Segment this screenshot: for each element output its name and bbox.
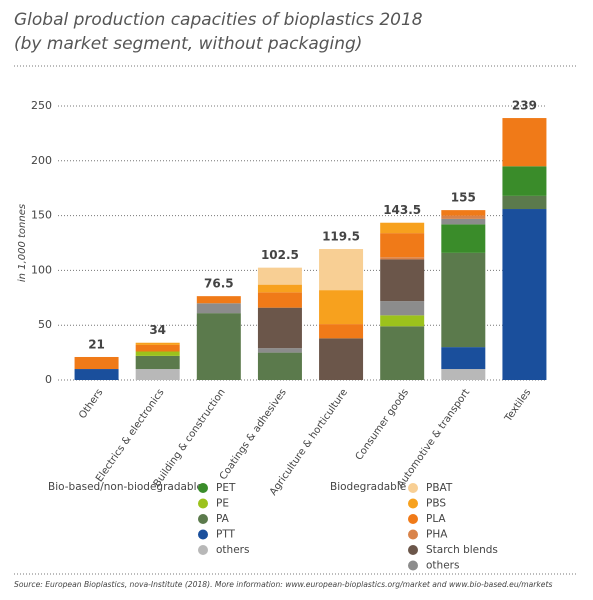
bar-segment: [257, 352, 302, 380]
legend-swatch: [198, 514, 208, 524]
bar-segment: [380, 326, 425, 380]
total-label: 102.5: [261, 248, 299, 262]
legend-swatch: [408, 514, 418, 524]
x-tick-label: Textiles: [502, 387, 533, 425]
y-tick-label: 50: [38, 318, 52, 331]
bar-segment: [502, 209, 547, 380]
source: Source: European Bioplastics, nova-Insti…: [14, 580, 552, 589]
y-tick-label: 200: [31, 154, 52, 167]
bar-segment: [135, 351, 180, 356]
y-tick-label: 150: [31, 209, 52, 222]
bar-segment: [380, 233, 425, 258]
bar-segment: [135, 344, 180, 352]
y-tick-label: 0: [45, 373, 52, 386]
x-tick-label: Automotive & transport: [395, 387, 472, 490]
legend-label: PET: [216, 482, 236, 494]
bar-segment: [319, 290, 364, 325]
legend-swatch: [408, 483, 418, 493]
bar-segment: [135, 355, 180, 370]
bar-segment: [380, 259, 425, 302]
bar-segment: [257, 307, 302, 349]
total-label: 21: [88, 337, 105, 351]
bar-segment: [441, 347, 486, 370]
total-label: 34: [149, 323, 166, 337]
legend-group-title: Biodegradable: [330, 481, 406, 493]
chart-title: Global production capacities of bioplast…: [14, 10, 423, 30]
x-tick-label: Electrics & electronics: [94, 387, 167, 484]
bar-segment: [135, 342, 180, 345]
total-label: 239: [512, 99, 537, 113]
bar-segment: [257, 284, 302, 293]
bar-segment: [380, 301, 425, 316]
bar-segment: [135, 369, 180, 380]
bar-segment: [74, 356, 119, 370]
bar-segment: [441, 215, 486, 219]
x-tick-label: Consumer goods: [354, 387, 411, 462]
bar-segment: [502, 195, 547, 210]
bar-segment: [319, 324, 364, 339]
x-tick-label: Building & construction: [152, 387, 228, 489]
legend-label: PHA: [426, 529, 448, 541]
bar-segment: [74, 369, 119, 380]
legend-swatch: [198, 498, 208, 509]
bar-segment: [319, 249, 364, 291]
legend-label: PLA: [426, 513, 446, 525]
bar-segment: [441, 210, 486, 216]
legend-swatch: [408, 498, 418, 509]
legend-swatch: [198, 483, 208, 493]
bar-segment: [257, 348, 302, 353]
legend-label: PA: [216, 513, 230, 525]
bar-segment: [257, 292, 302, 308]
y-tick-label: 250: [31, 99, 52, 112]
bar-segment: [380, 315, 425, 327]
chart-subtitle: (by market segment, without packaging): [14, 34, 362, 54]
bar-segment: [502, 118, 547, 167]
bar-segment: [380, 222, 425, 234]
legend-label: others: [426, 560, 459, 572]
x-tick-label: Coatings & adhesives: [218, 387, 289, 482]
legend-swatch: [408, 545, 418, 555]
legend-label: PBAT: [426, 482, 453, 494]
total-label: 119.5: [322, 230, 360, 244]
y-axis-label: in 1,000 tonnes: [17, 204, 28, 282]
legend-label: Starch blends: [426, 544, 498, 556]
y-tick-label: 100: [31, 263, 52, 276]
bar-segment: [319, 338, 364, 380]
bar-segment: [502, 166, 547, 196]
legend-swatch: [198, 529, 208, 540]
bar-segment: [441, 224, 486, 253]
bar-segment: [441, 252, 486, 348]
legend-swatch: [408, 529, 418, 540]
legend-label: others: [216, 544, 249, 556]
legend-group-title: Bio-based/non-biodegradable: [48, 481, 203, 493]
bar-segment: [441, 218, 486, 225]
legend-label: PTT: [216, 529, 236, 541]
legend-swatch: [198, 545, 208, 555]
x-tick-label: Others: [77, 387, 105, 421]
total-label: 76.5: [204, 277, 234, 291]
bar-segment: [196, 313, 241, 380]
total-label: 143.5: [383, 203, 421, 217]
total-label: 155: [451, 191, 476, 205]
bar-segment: [257, 267, 302, 285]
legend-label: PE: [216, 498, 229, 510]
bar-segment: [196, 296, 241, 304]
legend-swatch: [408, 560, 418, 571]
bar-segment: [380, 257, 425, 260]
bar-segment: [441, 369, 486, 380]
legend-label: PBS: [426, 498, 446, 510]
bar-segment: [196, 303, 241, 314]
